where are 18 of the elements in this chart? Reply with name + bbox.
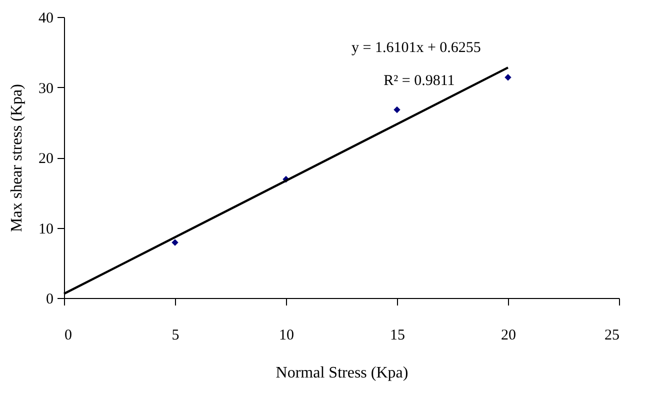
point [172,239,178,246]
x-tick-label: 15 [390,328,405,344]
y-tick-label: 10 [38,221,54,238]
annotation: R² = 0.9811 [384,73,455,89]
point [394,106,400,114]
y-axis-title: Max shear stress (Kpa) [8,84,26,232]
y-tick-label: 20 [38,151,54,167]
y-tick-label: 30 [38,80,54,97]
x-tick-label: 0 [64,328,72,344]
y-tick-label: 0 [46,292,54,308]
y-tick-label: 40 [38,10,54,26]
x-tick-label: 5 [172,328,180,344]
x-tick-label: 25 [604,328,620,344]
x-tick-label: 20 [501,328,516,344]
x-tick-label: 10 [279,328,294,344]
x-axis-title: Normal Stress (Kpa) [276,364,408,382]
point [504,74,512,81]
annotation: y = 1.6101x + 0.6255 [351,40,481,56]
